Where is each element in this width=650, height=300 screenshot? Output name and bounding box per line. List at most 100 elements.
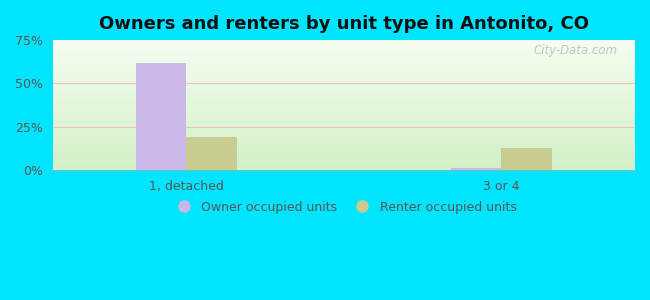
Bar bbox=[53, 58, 635, 59]
Bar bbox=[53, 135, 635, 136]
Bar bbox=[53, 83, 635, 84]
Bar bbox=[53, 112, 635, 113]
Bar bbox=[53, 94, 635, 95]
Bar bbox=[53, 159, 635, 160]
Bar bbox=[53, 57, 635, 58]
Bar bbox=[53, 71, 635, 72]
Bar bbox=[53, 155, 635, 156]
Bar bbox=[53, 146, 635, 147]
Bar bbox=[53, 45, 635, 46]
Bar bbox=[53, 67, 635, 68]
Bar bbox=[53, 117, 635, 118]
Bar bbox=[53, 86, 635, 87]
Bar bbox=[53, 107, 635, 108]
Bar bbox=[53, 98, 635, 99]
Bar bbox=[53, 125, 635, 126]
Bar bbox=[53, 61, 635, 62]
Bar bbox=[53, 137, 635, 138]
Bar bbox=[53, 158, 635, 159]
Bar bbox=[53, 157, 635, 158]
Bar bbox=[53, 119, 635, 120]
Bar bbox=[53, 143, 635, 144]
Bar bbox=[53, 60, 635, 61]
Bar bbox=[53, 52, 635, 53]
Bar bbox=[53, 166, 635, 167]
Bar bbox=[53, 68, 635, 69]
Bar bbox=[53, 72, 635, 73]
Bar bbox=[53, 73, 635, 74]
Bar bbox=[53, 53, 635, 54]
Bar bbox=[53, 142, 635, 143]
Bar bbox=[53, 116, 635, 117]
Bar bbox=[53, 64, 635, 65]
Bar bbox=[53, 136, 635, 137]
Bar bbox=[53, 82, 635, 83]
Bar bbox=[53, 122, 635, 123]
Bar bbox=[53, 102, 635, 103]
Bar bbox=[53, 152, 635, 153]
Bar bbox=[53, 50, 635, 51]
Bar bbox=[53, 165, 635, 166]
Bar bbox=[53, 138, 635, 139]
Bar bbox=[53, 81, 635, 82]
Bar bbox=[53, 105, 635, 106]
Bar bbox=[53, 104, 635, 105]
Bar bbox=[53, 84, 635, 85]
Bar bbox=[53, 163, 635, 164]
Bar bbox=[53, 63, 635, 64]
Bar bbox=[53, 78, 635, 79]
Bar bbox=[53, 153, 635, 154]
Bar bbox=[53, 168, 635, 169]
Bar bbox=[53, 141, 635, 142]
Bar bbox=[53, 92, 635, 93]
Bar bbox=[501, 148, 552, 170]
Bar bbox=[53, 151, 635, 152]
Bar bbox=[53, 106, 635, 107]
Bar bbox=[53, 126, 635, 127]
Bar bbox=[53, 167, 635, 168]
Bar bbox=[53, 85, 635, 86]
Bar bbox=[53, 128, 635, 129]
Bar bbox=[53, 127, 635, 128]
Bar bbox=[53, 148, 635, 149]
Bar bbox=[53, 156, 635, 157]
Bar bbox=[53, 40, 635, 41]
Bar bbox=[53, 115, 635, 116]
Title: Owners and renters by unit type in Antonito, CO: Owners and renters by unit type in Anton… bbox=[99, 15, 589, 33]
Bar bbox=[53, 113, 635, 114]
Bar bbox=[53, 132, 635, 133]
Bar bbox=[53, 70, 635, 71]
Bar bbox=[53, 65, 635, 66]
Bar bbox=[53, 118, 635, 119]
Bar bbox=[53, 87, 635, 88]
Bar bbox=[53, 51, 635, 52]
Bar bbox=[53, 147, 635, 148]
Bar bbox=[53, 56, 635, 57]
Bar bbox=[53, 134, 635, 135]
Bar bbox=[53, 90, 635, 91]
Bar bbox=[53, 49, 635, 50]
Bar bbox=[53, 82, 635, 83]
Bar bbox=[53, 69, 635, 70]
Bar bbox=[53, 93, 635, 94]
Bar bbox=[53, 121, 635, 122]
Bar bbox=[53, 169, 635, 170]
Bar bbox=[53, 66, 635, 67]
Bar bbox=[53, 96, 635, 97]
Bar bbox=[53, 164, 635, 165]
Bar bbox=[53, 59, 635, 60]
Bar bbox=[187, 137, 237, 170]
Bar bbox=[53, 80, 635, 81]
Bar bbox=[53, 62, 635, 63]
Bar bbox=[53, 108, 635, 109]
Bar bbox=[53, 79, 635, 80]
Bar bbox=[53, 101, 635, 102]
Bar bbox=[53, 129, 635, 130]
Bar bbox=[53, 97, 635, 98]
Bar bbox=[53, 95, 635, 96]
Bar bbox=[53, 111, 635, 112]
Bar bbox=[53, 120, 635, 121]
Bar bbox=[53, 89, 635, 90]
Bar bbox=[53, 47, 635, 48]
Bar bbox=[53, 130, 635, 131]
